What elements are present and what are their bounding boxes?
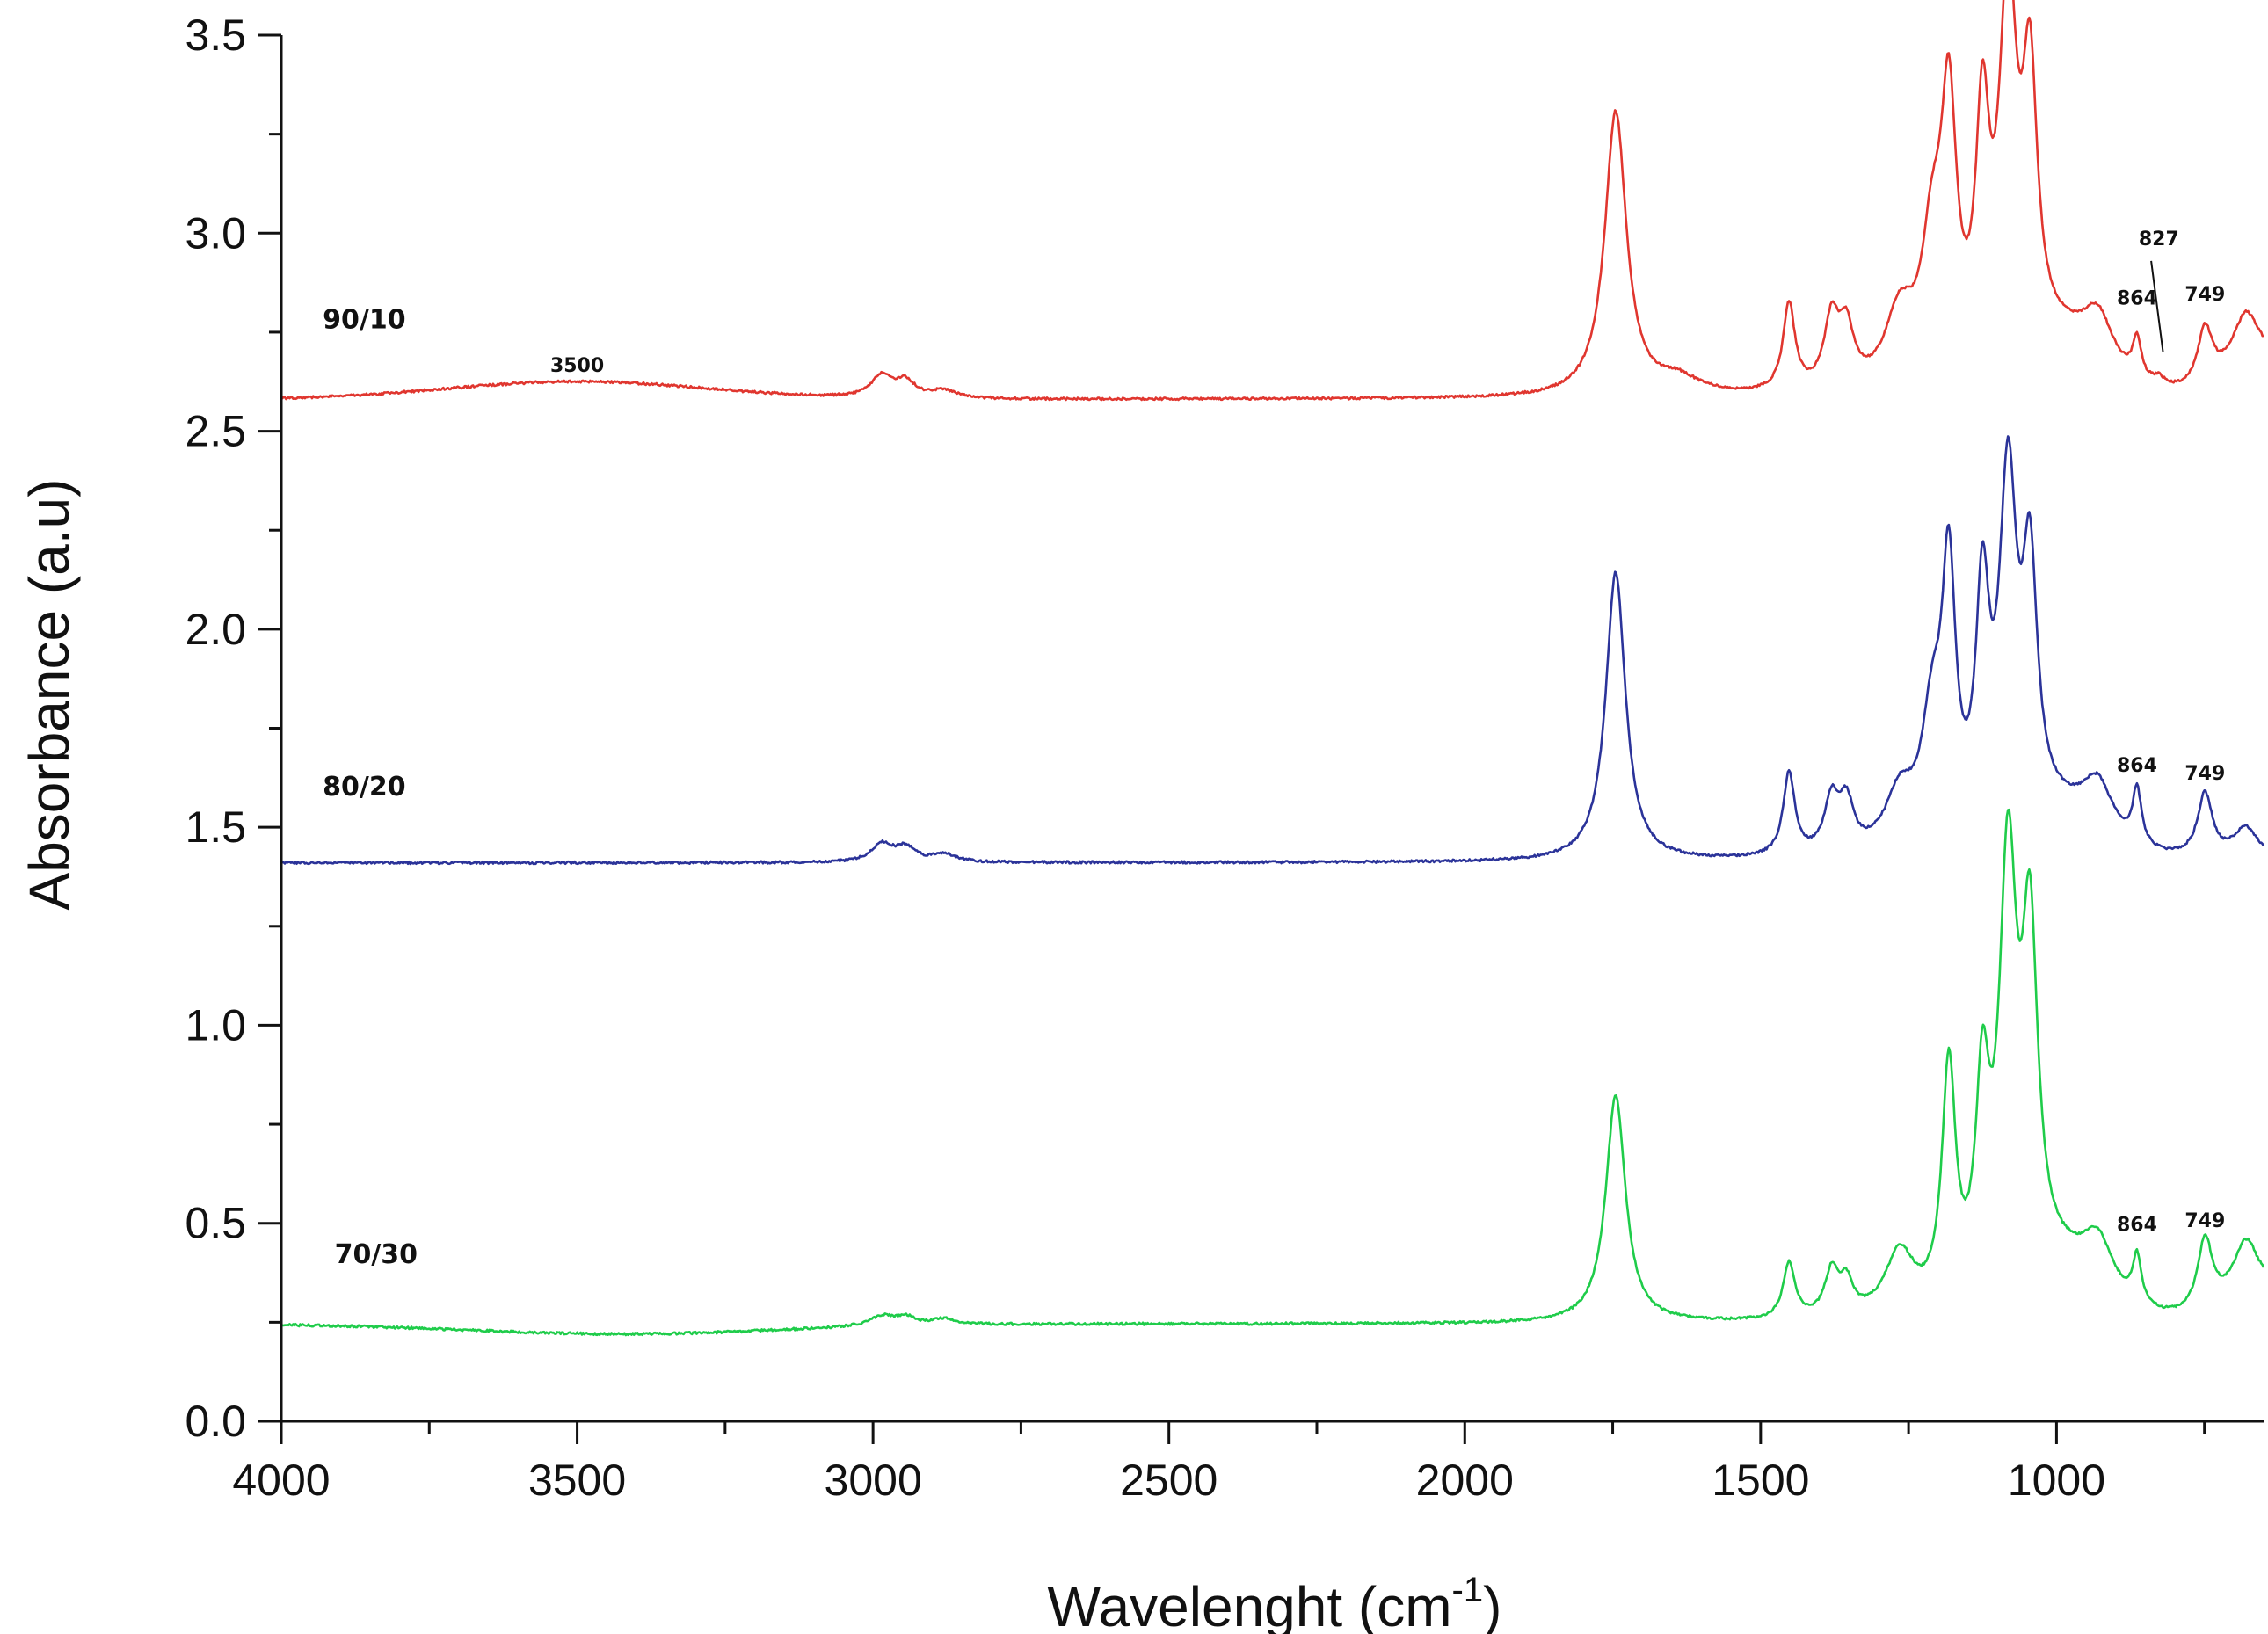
x-tick-label: 1500 <box>1712 1456 1809 1505</box>
peak-label: 864 <box>2117 1215 2157 1237</box>
y-tick-label: 0.5 <box>185 1199 246 1248</box>
y-tick-label: 2.0 <box>185 605 246 654</box>
y-tick-label: 2.5 <box>185 407 246 456</box>
x-tick-label: 2000 <box>1416 1456 1514 1505</box>
spectrum-line-90-10 <box>280 0 2264 402</box>
peak-label: 3500 <box>550 355 604 377</box>
x-axis-title-superscript: -1 <box>1452 1571 1484 1609</box>
x-tick-label: 2500 <box>1120 1456 1218 1505</box>
x-tick-label: 3000 <box>825 1456 922 1505</box>
y-tick-label: 1.5 <box>185 802 246 852</box>
x-axis-title-text: Wavelenght (cm <box>1048 1575 1452 1634</box>
y-tick-label: 1.0 <box>185 1000 246 1049</box>
peak-label: 827 <box>2139 229 2179 251</box>
series-label: 70/30 <box>335 1239 418 1270</box>
spectrum-line-70-30 <box>280 808 2265 1337</box>
annotation-layer: 90/10 80/20 70/30 3500 864 827 749 864 749 864 749 <box>323 229 2225 1270</box>
y-tick-label: 3.5 <box>185 11 246 60</box>
x-axis-title-close: ) <box>1483 1575 1501 1634</box>
x-tick-label: 4000 <box>232 1456 330 1505</box>
series-layer <box>280 0 2265 1337</box>
x-tick-label: 1000 <box>2008 1456 2105 1505</box>
peak-label: 864 <box>2117 287 2157 309</box>
y-tick-label: 0.0 <box>185 1397 246 1446</box>
y-axis-title: Absorbance (a.u) <box>18 479 81 911</box>
axes-layer: 0.0 0.5 1.0 1.5 2.0 2.5 3.0 3.5 4000 3500 3000 2500… <box>185 11 2264 1505</box>
spectrum-line-80-20 <box>281 435 2265 866</box>
series-label: 90/10 <box>323 304 405 335</box>
peak-leader-line <box>2150 260 2164 352</box>
peak-label: 864 <box>2117 755 2157 777</box>
x-axis-title: Wavelenght (cm-1) <box>1048 1571 1502 1634</box>
x-tick-label: 3500 <box>528 1456 626 1505</box>
y-tick-label: 3.0 <box>185 208 246 258</box>
series-label: 80/20 <box>323 772 405 802</box>
peak-label: 749 <box>2184 763 2225 785</box>
peak-label: 749 <box>2184 284 2225 306</box>
peak-label: 749 <box>2184 1210 2225 1232</box>
